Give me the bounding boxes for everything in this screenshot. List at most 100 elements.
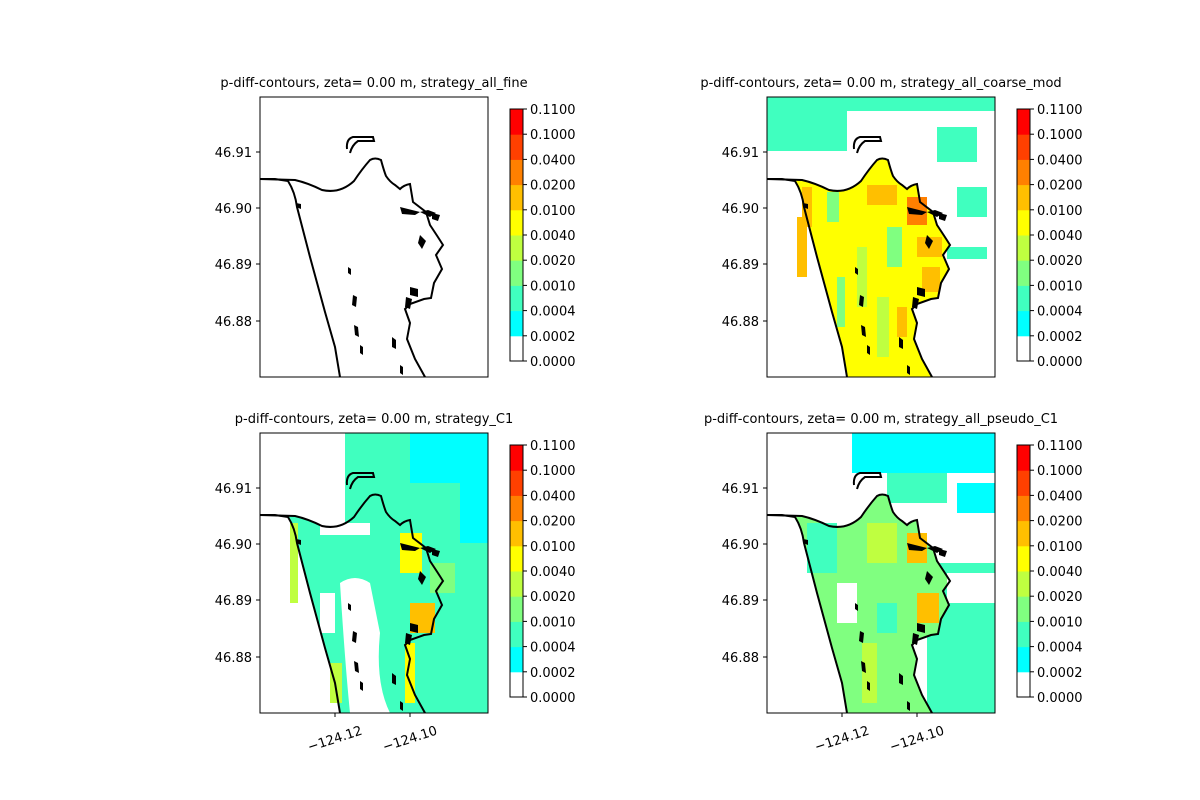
colorbar-band xyxy=(510,260,523,286)
x-tick-label: −124.12 xyxy=(813,724,871,756)
colorbar-tick-label: 0.1000 xyxy=(530,464,576,479)
colorbar-tick-label: 0.0100 xyxy=(530,204,576,219)
colorbar-tick-label: 0.0002 xyxy=(1037,666,1083,681)
colorbar-tick-label: 0.1000 xyxy=(530,128,576,143)
y-tick-label: 46.88 xyxy=(215,315,252,330)
panels-layer: p-diff-contours, zeta= 0.00 m, strategy_… xyxy=(215,76,1083,755)
colorbar-band xyxy=(1017,285,1030,312)
y-tick-label: 46.90 xyxy=(215,538,252,553)
colorbar-tick-label: 0.0004 xyxy=(530,641,576,656)
colorbar-tick-label: 0.0020 xyxy=(530,590,576,605)
colorbar-band xyxy=(510,646,523,673)
colorbar-tick-label: 0.0040 xyxy=(1037,565,1083,580)
map-panel: p-diff-contours, zeta= 0.00 m, strategy_… xyxy=(215,76,576,378)
colorbar-tick-label: 0.0000 xyxy=(1037,355,1083,370)
colorbar-band xyxy=(510,445,523,471)
colorbar-tick-label: 0.0200 xyxy=(530,179,576,194)
x-tick-label: −124.12 xyxy=(306,724,364,756)
colorbar-band xyxy=(510,209,523,236)
colorbar-band xyxy=(1017,470,1030,496)
colorbar-tick-label: 0.0100 xyxy=(530,540,576,555)
y-tick-label: 46.89 xyxy=(722,258,759,273)
colorbar-band xyxy=(510,571,523,597)
colorbar-tick-label: 0.0400 xyxy=(530,153,576,168)
y-tick-label: 46.88 xyxy=(722,315,759,330)
colorbar-band xyxy=(1017,571,1030,597)
colorbar-tick-label: 0.0100 xyxy=(1037,204,1083,219)
colorbar-band xyxy=(510,109,523,135)
colorbar-band xyxy=(1017,134,1030,160)
colorbar: 0.0000 0.0002 0.0004 0.0010 0.0020 0.0040 0.01… xyxy=(1016,439,1083,706)
colorbar-tick-label: 0.0040 xyxy=(530,565,576,580)
colorbar-tick-label: 0.0000 xyxy=(1037,691,1083,706)
colorbar-tick-label: 0.0020 xyxy=(1037,254,1083,269)
axes-frame xyxy=(766,432,996,714)
colorbar-band xyxy=(510,495,523,522)
colorbar-tick-label: 0.0004 xyxy=(1037,305,1083,320)
colorbar-tick-label: 0.0000 xyxy=(530,691,576,706)
colorbar-band xyxy=(510,621,523,648)
panel-title: p-diff-contours, zeta= 0.00 m, strategy_… xyxy=(235,412,513,427)
colorbar-tick-label: 0.1100 xyxy=(1037,439,1083,454)
y-tick-label: 46.88 xyxy=(215,651,252,666)
colorbar-tick-label: 0.0020 xyxy=(1037,590,1083,605)
colorbar: 0.0000 0.0002 0.0004 0.0010 0.0020 0.0040 0.01… xyxy=(1016,103,1083,370)
colorbar-tick-label: 0.1100 xyxy=(530,103,576,118)
y-tick-label: 46.91 xyxy=(722,482,759,497)
colorbar: 0.0000 0.0002 0.0004 0.0010 0.0020 0.0040 0.01… xyxy=(509,439,576,706)
colorbar-tick-label: 0.0020 xyxy=(530,254,576,269)
colorbar-band xyxy=(1017,445,1030,471)
colorbar-band xyxy=(1017,646,1030,673)
y-tick-label: 46.89 xyxy=(215,258,252,273)
colorbar-band xyxy=(510,235,523,261)
panel-title: p-diff-contours, zeta= 0.00 m, strategy_… xyxy=(704,412,1058,427)
colorbar-tick-label: 0.0200 xyxy=(1037,179,1083,194)
colorbar-band xyxy=(1017,545,1030,572)
plot-area xyxy=(260,97,488,377)
colorbar-band xyxy=(1017,495,1030,522)
colorbar-tick-label: 0.1100 xyxy=(1037,103,1083,118)
colorbar-tick-label: 0.1000 xyxy=(1037,128,1083,143)
y-tick-label: 46.89 xyxy=(215,594,252,609)
colorbar-band xyxy=(510,159,523,186)
colorbar-tick-label: 0.0400 xyxy=(1037,153,1083,168)
colorbar-band xyxy=(1017,235,1030,261)
colorbar-tick-label: 0.0040 xyxy=(1037,229,1083,244)
colorbar: 0.0000 0.0002 0.0004 0.0010 0.0020 0.0040 0.01… xyxy=(509,103,576,370)
panel-title: p-diff-contours, zeta= 0.00 m, strategy_… xyxy=(220,76,527,91)
colorbar-tick-label: 0.1000 xyxy=(1037,464,1083,479)
colorbar-tick-label: 0.0400 xyxy=(530,489,576,504)
colorbar-band xyxy=(1017,109,1030,135)
colorbar-band xyxy=(1017,520,1030,547)
colorbar-band xyxy=(510,470,523,496)
colorbar-tick-label: 0.0400 xyxy=(1037,489,1083,504)
colorbar-band xyxy=(1017,209,1030,236)
colorbar-band xyxy=(510,310,523,337)
colorbar-band xyxy=(1017,260,1030,286)
axes-frame xyxy=(259,96,489,378)
y-tick-label: 46.88 xyxy=(722,651,759,666)
colorbar-tick-label: 0.0000 xyxy=(530,355,576,370)
colorbar-tick-label: 0.0002 xyxy=(530,330,576,345)
y-tick-label: 46.90 xyxy=(722,202,759,217)
panel-title: p-diff-contours, zeta= 0.00 m, strategy_… xyxy=(700,76,1061,91)
colorbar-tick-label: 0.0004 xyxy=(1037,641,1083,656)
y-tick-label: 46.91 xyxy=(215,482,252,497)
map-panel: p-diff-contours, zeta= 0.00 m, strategy_… xyxy=(704,412,1083,755)
colorbar-tick-label: 0.0200 xyxy=(1037,515,1083,530)
colorbar-band xyxy=(510,285,523,312)
colorbar-tick-label: 0.1100 xyxy=(530,439,576,454)
colorbar-tick-label: 0.0010 xyxy=(1037,615,1083,630)
colorbar-tick-label: 0.0040 xyxy=(530,229,576,244)
colorbar-tick-label: 0.0100 xyxy=(1037,540,1083,555)
colorbar-band xyxy=(1017,159,1030,186)
colorbar-band xyxy=(1017,596,1030,622)
axes-frame xyxy=(259,432,489,714)
colorbar-band xyxy=(510,520,523,547)
colorbar-band xyxy=(1017,310,1030,337)
colorbar-tick-label: 0.0010 xyxy=(530,615,576,630)
y-tick-label: 46.90 xyxy=(215,202,252,217)
colorbar-tick-label: 0.0002 xyxy=(1037,330,1083,345)
colorbar-band xyxy=(1017,184,1030,211)
